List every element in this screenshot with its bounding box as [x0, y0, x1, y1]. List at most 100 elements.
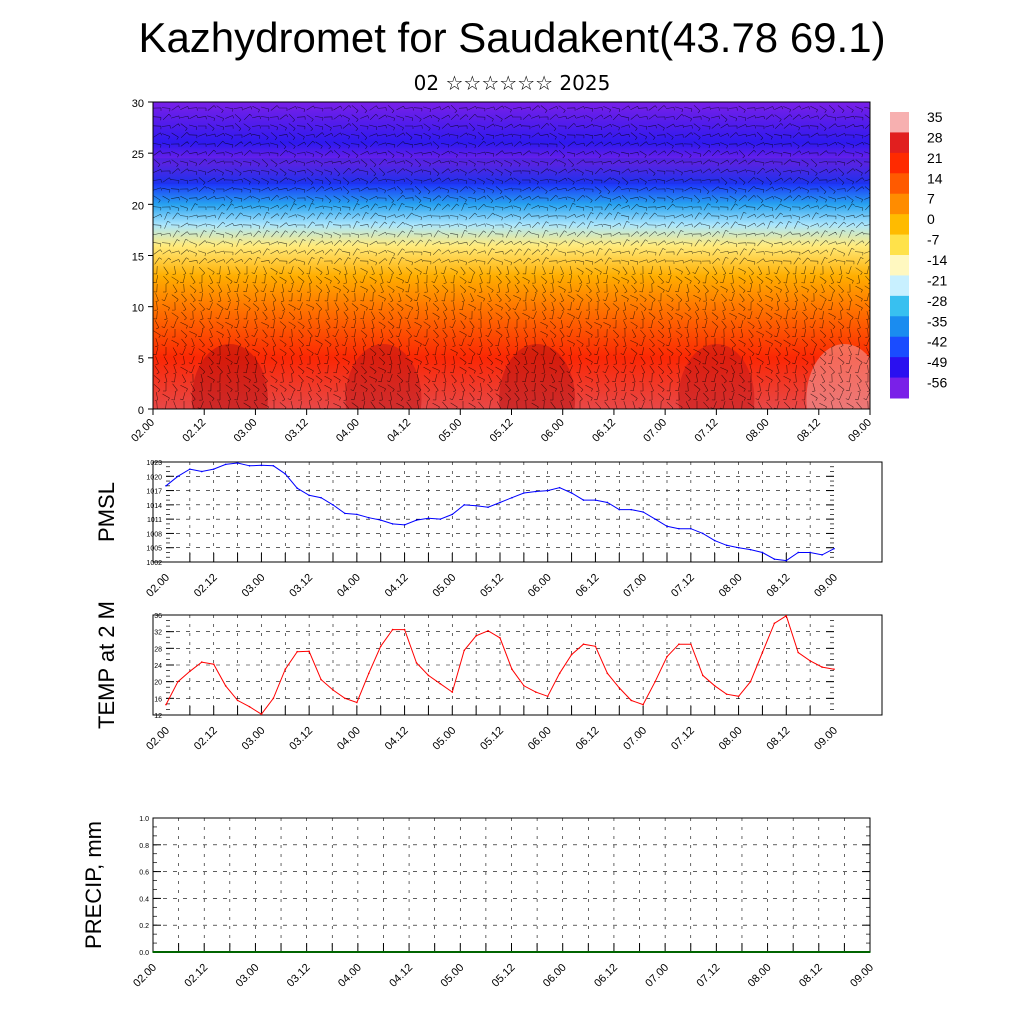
y-tick-label: 1020: [146, 474, 162, 481]
y-axis-title: PRECIP, mm: [81, 821, 106, 949]
heatmap-x-tick-label: 05.12: [488, 417, 516, 445]
data-point: [534, 691, 537, 693]
y-tick-label: 1023: [146, 460, 162, 467]
y-tick-label: 1002: [146, 560, 162, 567]
colorbar-label: -35: [927, 313, 947, 329]
data-point: [200, 470, 203, 473]
x-tick-label: 08.12: [764, 725, 792, 753]
x-tick-label: 07.12: [669, 572, 697, 600]
x-tick-label: 02.00: [144, 572, 172, 600]
data-point: [642, 511, 644, 513]
data-point: [594, 499, 597, 501]
panel-frame: [152, 461, 883, 563]
data-point: [475, 505, 477, 507]
colorbar-swatch: [890, 275, 909, 297]
warm-blotch: [345, 344, 422, 409]
data-point: [308, 494, 310, 497]
x-tick-label: 06.00: [541, 962, 569, 990]
colorbar-swatch: [890, 112, 909, 133]
data-point: [630, 508, 633, 511]
heatmap-x-tick-label: 04.12: [385, 417, 413, 445]
y-tick-label: 1008: [146, 531, 162, 538]
page-title: Kazhydromet for Saudakent(43.78 69.1): [138, 14, 886, 61]
x-tick-label: 07.00: [621, 725, 649, 753]
colorbar-swatch: [890, 173, 909, 195]
colorbar-label: 35: [927, 109, 943, 125]
data-point: [427, 517, 430, 519]
heatmap-x-tick-label: 05.00: [436, 417, 464, 445]
x-tick-label: 06.00: [526, 725, 554, 753]
data-point: [391, 523, 394, 525]
page-subtitle: 02 ☆☆☆☆☆☆ 2025: [413, 71, 611, 95]
colorbar-label: -56: [927, 375, 947, 391]
data-point: [558, 486, 561, 489]
heatmap-x-tick-label: 02.12: [180, 417, 208, 445]
data-point: [523, 685, 525, 687]
heatmap-y-tick-label: 20: [132, 200, 144, 212]
y-tick-label: 16: [154, 696, 162, 703]
colorbar-label: 0: [927, 211, 935, 227]
data-point: [797, 651, 800, 654]
data-point: [332, 504, 334, 506]
data-point: [415, 519, 418, 521]
data-point: [415, 662, 418, 664]
data-point: [534, 490, 537, 493]
temp-panel: 12 16 20 24 28 32 36 02.00 02.12 03.00 03.12 04.00 0…: [94, 601, 883, 753]
data-point: [212, 663, 215, 665]
x-tick-label: 07.00: [621, 572, 649, 600]
heatmap-y-tick-label: 0: [138, 405, 144, 417]
data-point: [761, 651, 764, 654]
x-tick-label: 02.12: [192, 725, 220, 753]
heatmap-x-tick-label: 04.00: [334, 417, 362, 445]
colorbar-label: 21: [927, 150, 943, 166]
y-tick-label: 1014: [146, 503, 162, 510]
data-point: [713, 539, 716, 542]
data-point: [785, 559, 788, 562]
data-point: [260, 713, 263, 715]
data-point: [403, 524, 406, 526]
x-tick-label: 05.00: [430, 725, 458, 753]
x-tick-label: 02.12: [192, 572, 220, 600]
heatmap-y-tick-label: 10: [132, 303, 144, 315]
data-point: [606, 672, 609, 675]
data-point: [690, 643, 692, 645]
data-point: [308, 650, 310, 653]
x-tick-label: 06.12: [574, 572, 602, 600]
data-point: [379, 645, 382, 648]
y-tick-label: 20: [154, 680, 162, 687]
data-point: [809, 551, 811, 554]
data-point: [356, 701, 358, 704]
data-point: [284, 473, 287, 475]
data-point: [678, 643, 680, 645]
data-point: [773, 558, 776, 560]
data-point: [666, 525, 668, 528]
data-point: [713, 685, 716, 687]
data-point: [248, 705, 251, 708]
colorbar-swatch: [890, 152, 909, 174]
data-point: [749, 548, 752, 551]
x-tick-label: 04.00: [335, 725, 363, 753]
data-point: [224, 463, 227, 466]
data-point: [570, 653, 573, 656]
x-tick-label: 03.12: [285, 962, 313, 990]
x-tick-label: 03.00: [240, 572, 268, 600]
data-point: [761, 551, 764, 554]
y-tick-label: 0.8: [139, 843, 149, 850]
data-point: [833, 547, 835, 550]
y-axis-title: TEMP at 2 M: [94, 601, 119, 729]
data-point: [690, 527, 692, 530]
data-point: [511, 496, 513, 499]
x-tick-label: 06.00: [526, 572, 554, 600]
data-point: [594, 645, 597, 648]
x-tick-label: 04.00: [335, 572, 363, 600]
y-axis-title: PMSL: [94, 482, 119, 542]
colorbar-swatch: [890, 357, 909, 379]
data-point: [821, 666, 823, 668]
x-tick-label: 09.00: [812, 725, 840, 753]
x-tick-label: 05.00: [430, 572, 458, 600]
data-point: [344, 697, 346, 700]
data-point: [236, 462, 239, 464]
x-tick-label: 08.00: [717, 725, 745, 753]
data-point: [499, 501, 501, 504]
heatmap-x-tick-label: 03.00: [232, 417, 260, 445]
